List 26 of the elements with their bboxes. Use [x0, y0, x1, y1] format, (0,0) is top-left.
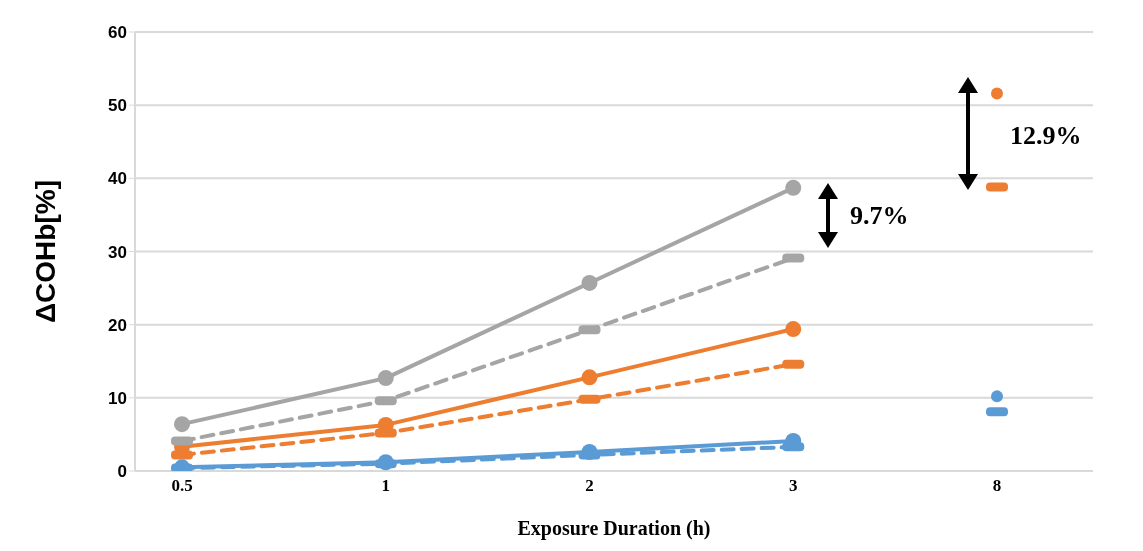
point — [785, 179, 802, 196]
y-tick-label: 60 — [108, 23, 127, 43]
point — [581, 274, 598, 291]
y-tick-label: 0 — [117, 462, 127, 482]
point — [174, 416, 190, 433]
x-tick-label: 2 — [585, 476, 594, 496]
x-tick-label: 8 — [992, 476, 1002, 496]
y-axis-title: ΔCOHb[%] — [29, 180, 61, 323]
x-tick-label: 3 — [789, 476, 798, 496]
point — [581, 369, 598, 386]
y-tick-label: 40 — [108, 169, 127, 189]
point — [581, 443, 598, 460]
point — [991, 87, 1003, 100]
y-tick-label: 10 — [108, 388, 127, 408]
annotation: 9.7% — [850, 200, 909, 230]
x-tick-label: 1 — [381, 476, 390, 496]
y-tick-label: 50 — [108, 96, 127, 116]
x-tick-label: 0.5 — [171, 476, 193, 496]
point — [991, 390, 1003, 403]
y-tick-label: 20 — [108, 315, 127, 335]
point — [785, 321, 802, 338]
annotation: 12.9% — [1010, 120, 1082, 150]
point — [377, 454, 394, 471]
y-tick-label: 30 — [108, 242, 127, 262]
point — [377, 370, 394, 387]
x-axis-title: Exposure Duration (h) — [517, 517, 711, 540]
